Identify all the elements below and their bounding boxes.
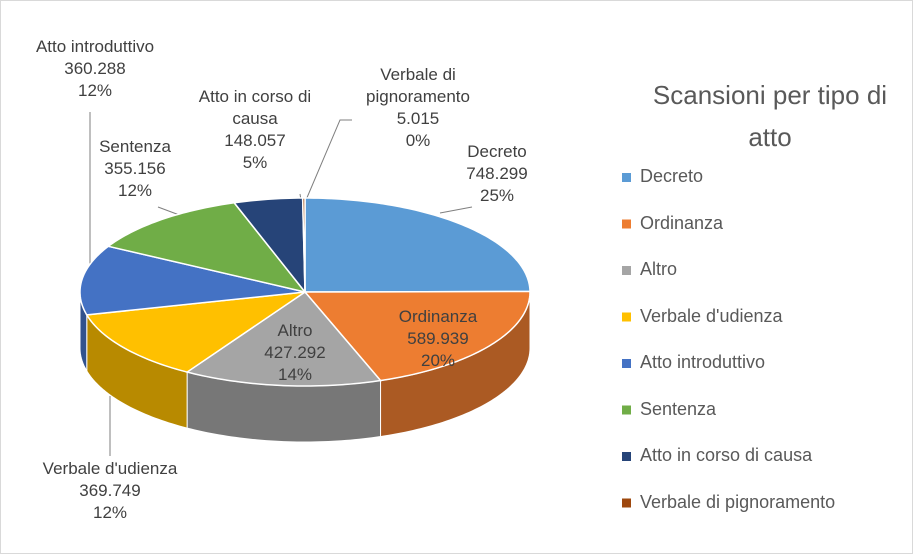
legend-label: Verbale di pignoramento xyxy=(640,491,836,512)
data-label: Atto introduttivo 360.288 12% xyxy=(5,36,185,102)
legend-swatch xyxy=(622,219,631,229)
slice xyxy=(185,291,382,387)
data-label-name: Ordinanza xyxy=(398,307,478,326)
leader-lines xyxy=(89,112,473,456)
legend-swatch xyxy=(622,266,631,275)
data-label-value: 148.057 xyxy=(224,131,286,150)
slice xyxy=(303,290,531,382)
data-label-name: Atto in corso di causa xyxy=(198,87,312,128)
slice xyxy=(85,291,306,373)
legend-label: Atto in corso di causa xyxy=(640,445,813,465)
slice xyxy=(106,201,307,294)
data-label-name: Verbale d'udienza xyxy=(42,459,178,478)
legend-swatch xyxy=(622,498,631,508)
data-label-percent: 25% xyxy=(479,186,515,205)
legend-label: Atto introduttivo xyxy=(640,352,766,372)
data-label-name: Atto introduttivo xyxy=(35,37,155,56)
data-label-percent: 0% xyxy=(405,131,431,150)
legend-swatch xyxy=(622,173,631,182)
data-label: Verbale di pignoramento 5.015 0% xyxy=(338,64,498,152)
data-label-value: 369.749 xyxy=(79,481,141,500)
data-label: Verbale d'udienza 369.749 12% xyxy=(10,458,210,524)
slice xyxy=(301,197,306,293)
legend-swatch xyxy=(622,405,631,415)
slice xyxy=(79,245,306,316)
legend-label: Altro xyxy=(640,259,678,279)
data-label-name: Altro xyxy=(277,321,313,340)
legend-swatch xyxy=(622,312,631,322)
data-label: Ordinanza 589.939 20% xyxy=(378,306,498,372)
data-label-name: Decreto xyxy=(467,142,527,161)
data-label: Decreto 748.299 25% xyxy=(447,141,547,207)
data-label: Atto in corso di causa 148.057 5% xyxy=(180,86,330,174)
leader-line xyxy=(305,119,352,201)
data-label-value: 355.156 xyxy=(104,159,166,178)
data-label-percent: 12% xyxy=(117,181,153,200)
slice xyxy=(304,197,531,293)
data-label-value: 5.015 xyxy=(396,109,440,128)
pie-tops xyxy=(79,197,531,387)
legend-label: Decreto xyxy=(640,166,704,186)
data-label-percent: 12% xyxy=(77,81,113,100)
legend-label: Verbale d'udienza xyxy=(640,305,783,326)
chart-title: Scansioni per tipo di atto xyxy=(652,80,888,152)
data-label-value: 748.299 xyxy=(466,164,528,183)
data-label-percent: 14% xyxy=(277,365,313,384)
data-label-name: Sentenza xyxy=(99,137,171,156)
legend-swatch xyxy=(622,359,631,368)
data-label-value: 360.288 xyxy=(64,59,126,78)
data-label-value: 427.292 xyxy=(264,343,326,362)
data-label: Altro 427.292 14% xyxy=(240,320,350,386)
data-label-percent: 20% xyxy=(420,351,456,370)
legend-label: Sentenza xyxy=(640,398,717,419)
data-label-percent: 5% xyxy=(242,153,268,172)
slice xyxy=(232,197,306,295)
data-label-percent: 12% xyxy=(92,503,128,522)
legend-swatch xyxy=(622,452,631,461)
leader-line xyxy=(439,206,473,214)
legend-label: Ordinanza xyxy=(640,212,724,233)
data-label-value: 589.939 xyxy=(407,329,469,348)
data-label: Sentenza 355.156 12% xyxy=(80,136,190,202)
data-label-name: Verbale di pignoramento xyxy=(366,65,470,106)
